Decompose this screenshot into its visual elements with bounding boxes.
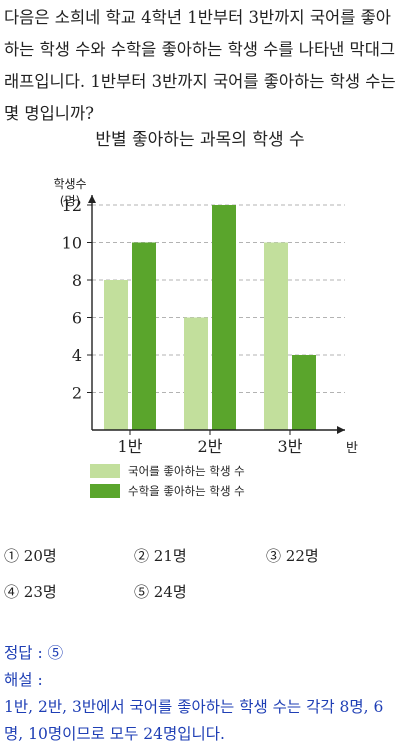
explanation-text: 1반, 2반, 3반에서 국어를 좋아하는 학생 수는 각각 8명, 6명, 1… xyxy=(4,698,384,743)
choice-5-marker: ⑤ xyxy=(134,583,150,601)
choice-1[interactable]: ① 20명 xyxy=(4,545,57,566)
y-axis-label: 학생수 xyxy=(53,177,86,191)
choice-2[interactable]: ② 21명 xyxy=(134,545,187,566)
question-text: 다음은 소희네 학교 4학년 1반부터 3반까지 국어를 좋아하는 학생 수와 … xyxy=(4,8,396,123)
choice-1-text: 20명 xyxy=(23,547,57,565)
legend-swatch-math xyxy=(90,484,120,498)
explanation-label: 해설 : xyxy=(4,671,43,689)
legend-item-korean: 국어를 좋아하는 학생 수 xyxy=(90,461,245,481)
x-axis-label: 반 xyxy=(346,441,358,456)
bar-chart: 2 4 6 8 10 12 1반 2반 3반 학생수 (명) 반 xyxy=(53,177,358,456)
choice-2-marker: ② xyxy=(134,547,150,565)
y-tick-label: 10 xyxy=(62,234,82,253)
bar-math-2 xyxy=(212,205,236,430)
choice-4[interactable]: ④ 23명 xyxy=(4,581,57,602)
choice-4-text: 23명 xyxy=(23,583,57,601)
choice-3[interactable]: ③ 22명 xyxy=(266,545,319,566)
y-tick-label: 6 xyxy=(72,309,82,328)
x-tick-label: 1반 xyxy=(118,437,143,456)
bar-korean-2 xyxy=(184,317,208,430)
choice-5-text: 24명 xyxy=(153,583,187,601)
legend-swatch-korean xyxy=(90,464,120,478)
y-tick-label: 2 xyxy=(72,384,82,403)
y-axis-arrow xyxy=(88,195,96,203)
x-tick-label: 3반 xyxy=(278,437,303,456)
y-axis-unit: (명) xyxy=(60,194,80,208)
bar-math-3 xyxy=(292,355,316,430)
chart-legend: 국어를 좋아하는 학생 수 수학을 좋아하는 학생 수 xyxy=(90,461,245,501)
choice-3-marker: ③ xyxy=(266,547,282,565)
choice-5[interactable]: ⑤ 24명 xyxy=(134,581,187,602)
bar-korean-3 xyxy=(264,242,288,430)
legend-item-math: 수학을 좋아하는 학생 수 xyxy=(90,481,245,501)
choice-1-marker: ① xyxy=(4,547,20,565)
y-tick-label: 4 xyxy=(72,346,82,365)
y-tick-label: 12 xyxy=(62,196,82,215)
answer-section: 정답 : ⑤ 해설 : 1반, 2반, 3반에서 국어를 좋아하는 학생 수는 … xyxy=(4,640,398,748)
x-axis-arrow xyxy=(337,426,345,434)
bar-korean-1 xyxy=(104,280,128,430)
legend-label-math: 수학을 좋아하는 학생 수 xyxy=(128,484,245,498)
choice-2-text: 21명 xyxy=(153,547,187,565)
choice-4-marker: ④ xyxy=(4,583,20,601)
answer-line: 정답 : ⑤ xyxy=(4,644,64,662)
choice-3-text: 22명 xyxy=(285,547,319,565)
bar-math-1 xyxy=(132,242,156,430)
y-tick-label: 8 xyxy=(72,271,82,290)
legend-label-korean: 국어를 좋아하는 학생 수 xyxy=(128,464,245,478)
x-tick-label: 2반 xyxy=(198,437,223,456)
chart-title: 반별 좋아하는 과목의 학생 수 xyxy=(95,130,305,150)
